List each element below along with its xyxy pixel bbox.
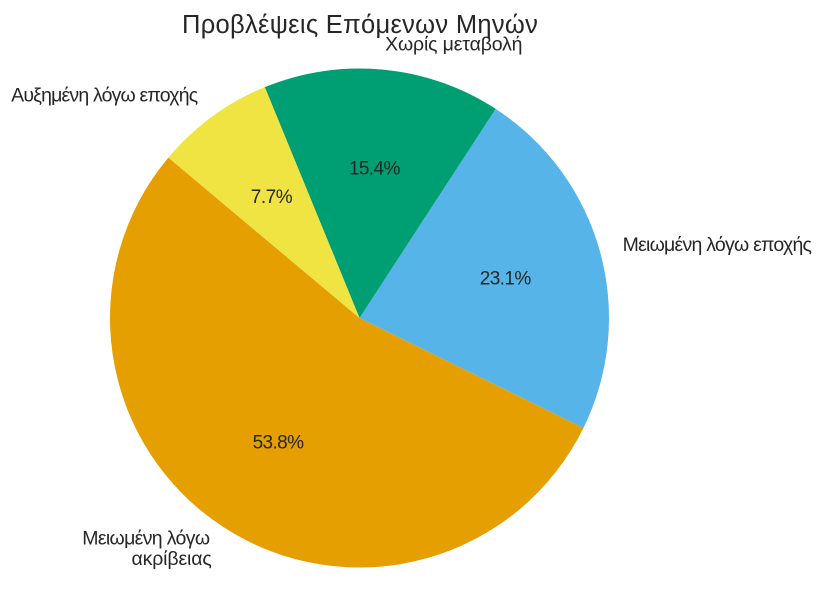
- svg-text:Χωρίς μεταβολή: Χωρίς μεταβολή: [385, 33, 522, 55]
- svg-text:15.4%: 15.4%: [349, 159, 401, 180]
- svg-text:Μειωμένη λόγω εποχής: Μειωμένη λόγω εποχής: [623, 234, 812, 256]
- svg-text:7.7%: 7.7%: [251, 187, 293, 208]
- svg-text:Προβλέψεις Επόμενων Μηνών: Προβλέψεις Επόμενων Μηνών: [182, 11, 538, 39]
- svg-text:Αυξημένη λόγω εποχής: Αυξημένη λόγω εποχής: [11, 85, 198, 107]
- svg-text:53.8%: 53.8%: [253, 433, 305, 454]
- svg-text:ακρίβειας: ακρίβειας: [131, 548, 211, 570]
- svg-text:23.1%: 23.1%: [480, 269, 532, 290]
- svg-text:Μειωμένη λόγω: Μειωμένη λόγω: [82, 527, 210, 549]
